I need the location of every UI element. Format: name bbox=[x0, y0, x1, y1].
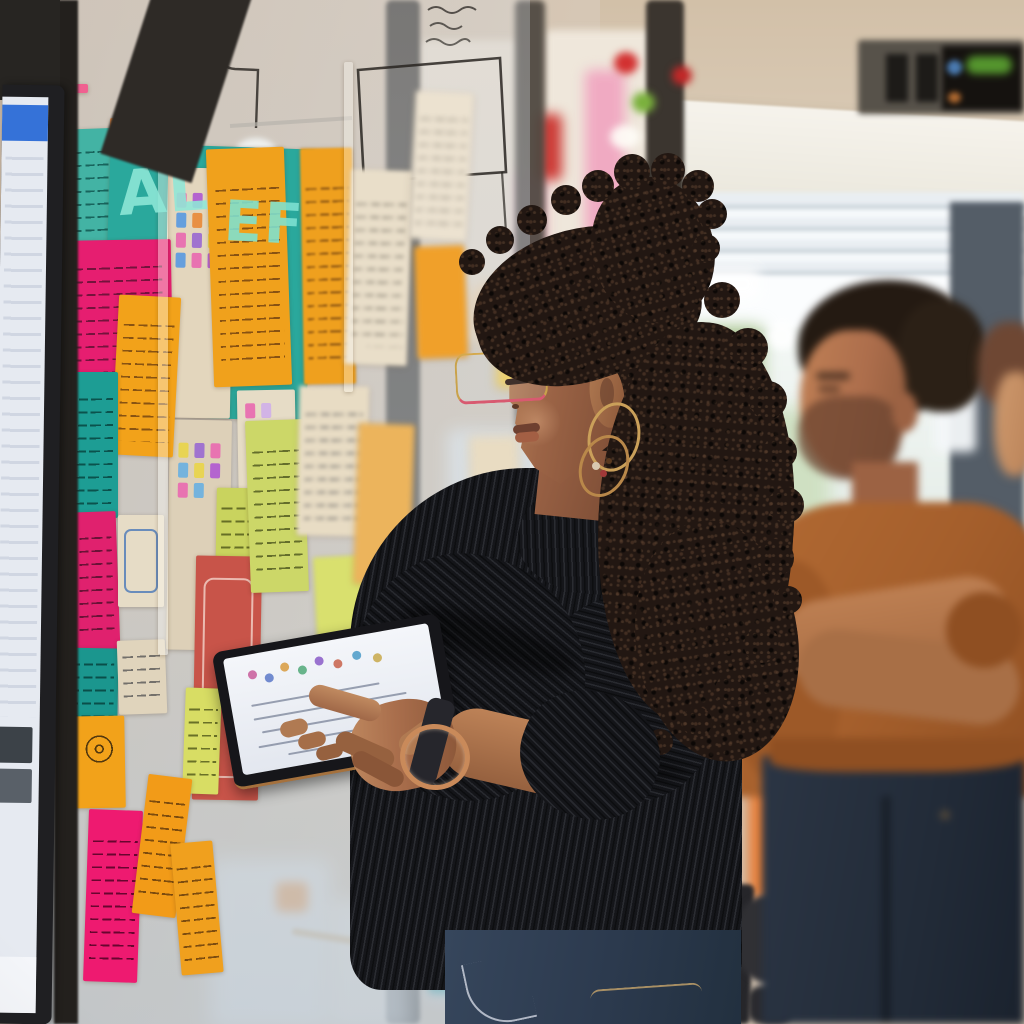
tablet-doodle-dot bbox=[279, 661, 290, 673]
man-sleeve-cuff bbox=[946, 592, 1022, 668]
hair-curl bbox=[682, 170, 714, 202]
hair-curl bbox=[763, 435, 797, 469]
hair-curl bbox=[692, 234, 720, 262]
av-light-blue bbox=[947, 60, 962, 75]
man-eye bbox=[818, 386, 840, 392]
hair-curl bbox=[651, 153, 685, 187]
hair-curl bbox=[728, 328, 768, 368]
tape-strip bbox=[344, 62, 353, 392]
hair-curl bbox=[486, 226, 514, 254]
status-light-red bbox=[614, 52, 638, 74]
tape-strip bbox=[158, 150, 168, 655]
status-light-green bbox=[632, 92, 655, 113]
window-bokeh bbox=[768, 322, 796, 350]
tablet-doodle-dot bbox=[247, 669, 258, 680]
hair-curl bbox=[551, 185, 581, 215]
tablet-doodle-dot bbox=[297, 664, 308, 676]
man-sweater-hem bbox=[770, 738, 1024, 772]
trouser-seam bbox=[882, 796, 890, 1024]
earring-bead bbox=[600, 470, 607, 477]
hair-curl bbox=[459, 249, 485, 275]
hair-curl bbox=[715, 673, 749, 707]
tablet-doodle-dot bbox=[372, 652, 383, 664]
frame-top-dark bbox=[0, 0, 60, 100]
hair-curl bbox=[749, 381, 787, 419]
hair-curl bbox=[774, 586, 802, 614]
hair-curl bbox=[517, 205, 547, 235]
tablet-doodle-dot bbox=[351, 650, 362, 661]
av-light-orange bbox=[948, 92, 961, 103]
woman-jeans bbox=[445, 930, 741, 1024]
hair-curl bbox=[704, 282, 740, 318]
hair-curl bbox=[682, 707, 712, 737]
av-vent-slat bbox=[886, 54, 908, 102]
woman-nostril bbox=[512, 404, 519, 409]
man-trousers bbox=[762, 756, 1024, 1024]
man-brow bbox=[816, 372, 850, 380]
man-ear bbox=[892, 392, 918, 432]
sticky-note-beige-sketch bbox=[118, 515, 164, 607]
trouser-button bbox=[940, 810, 950, 820]
av-vent-slat bbox=[916, 54, 938, 102]
man-hair-back bbox=[898, 300, 986, 412]
status-light-red bbox=[672, 66, 692, 85]
av-device bbox=[858, 40, 1024, 114]
hair-curl bbox=[582, 170, 614, 202]
hair-curl bbox=[697, 199, 727, 229]
tape-bit-pink bbox=[72, 84, 88, 93]
hair-curl bbox=[756, 539, 794, 577]
tablet-doodle-dot bbox=[313, 655, 325, 667]
earring-bead bbox=[592, 462, 600, 470]
hair-curl bbox=[768, 487, 804, 523]
av-light-green bbox=[966, 56, 1012, 74]
sketch-frame-doodle bbox=[123, 528, 159, 594]
third-person-face bbox=[994, 372, 1024, 476]
earring-bead bbox=[606, 458, 612, 464]
hair-curl bbox=[744, 627, 780, 663]
hair-curl bbox=[614, 154, 650, 190]
ceiling-light-bokeh bbox=[610, 125, 640, 149]
tablet-doodle-dot bbox=[264, 672, 275, 684]
woman-ear-inner bbox=[600, 378, 614, 408]
tablet-doodle-dot bbox=[332, 658, 344, 669]
